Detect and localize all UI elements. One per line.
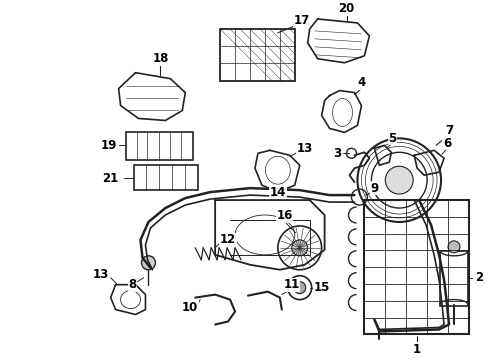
Circle shape [142,256,155,270]
Circle shape [292,240,308,256]
Text: 5: 5 [388,132,396,145]
Text: 9: 9 [370,182,378,195]
Text: 20: 20 [339,3,355,15]
Text: 16: 16 [277,210,293,222]
Bar [134,165,198,190]
Text: 21: 21 [102,172,119,185]
Bar [125,132,193,160]
Bar [365,200,469,334]
Text: 19: 19 [100,139,117,152]
Text: 4: 4 [357,76,366,89]
Text: 2: 2 [475,271,483,284]
Circle shape [448,241,460,253]
Bar [440,251,468,306]
Text: 8: 8 [128,278,137,291]
Text: 10: 10 [182,301,198,314]
Text: 18: 18 [152,52,169,65]
Text: 11: 11 [284,278,300,291]
Text: 17: 17 [294,14,310,27]
Text: 13: 13 [93,268,109,281]
Text: 6: 6 [443,137,451,150]
Text: 13: 13 [296,142,313,155]
Bar [220,29,295,81]
Text: 1: 1 [413,343,421,356]
Text: 3: 3 [334,147,342,160]
Text: 7: 7 [445,124,453,137]
Circle shape [385,166,413,194]
Text: 15: 15 [314,281,330,294]
Circle shape [294,282,306,294]
Text: 14: 14 [270,186,286,199]
Text: 12: 12 [220,233,236,246]
